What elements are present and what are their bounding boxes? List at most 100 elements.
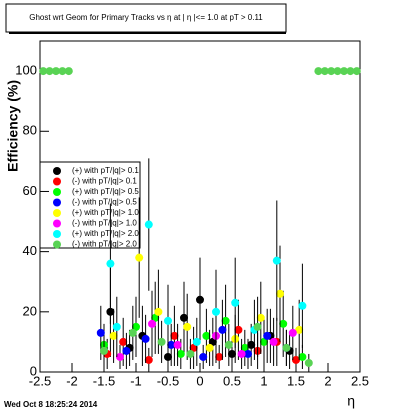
marker [176, 349, 185, 358]
marker [352, 67, 361, 76]
chart-title: Ghost wrt Geom for Primary Tracks vs η a… [29, 13, 263, 22]
marker [135, 253, 144, 262]
marker [231, 298, 240, 307]
legend-marker [53, 177, 61, 186]
marker [215, 352, 224, 361]
marker [144, 355, 153, 364]
marker [141, 334, 150, 343]
marker [244, 349, 252, 358]
marker [234, 325, 243, 334]
x-tick-label: 0.5 [223, 373, 241, 388]
marker [189, 343, 198, 352]
marker [199, 352, 208, 361]
legend-label: (-) with pT/|q|> 2.0 [72, 240, 137, 249]
marker [295, 325, 304, 334]
marker [237, 349, 246, 358]
y-tick-label: 40 [23, 243, 37, 258]
marker [228, 349, 236, 358]
x-tick-label: 1 [260, 373, 267, 388]
y-tick-label: 100 [15, 63, 37, 78]
marker [340, 67, 348, 76]
marker [151, 313, 160, 322]
legend-marker [53, 219, 61, 228]
x-tick-label: -2 [66, 373, 78, 388]
marker [128, 328, 137, 337]
footer: Wed Oct 8 18:25:24 2014 [4, 400, 98, 409]
marker [109, 331, 118, 340]
marker [327, 67, 336, 76]
legend-marker [53, 240, 61, 249]
marker [298, 301, 307, 310]
y-tick-label: 20 [23, 303, 37, 318]
marker [314, 67, 323, 76]
marker [164, 316, 172, 325]
marker [58, 67, 67, 76]
legend-marker [53, 167, 61, 175]
x-tick-label: -1.5 [93, 373, 115, 388]
x-axis-label: η [347, 393, 355, 409]
marker [119, 337, 128, 346]
y-tick-label: 0 [30, 363, 37, 378]
x-tick-label: 0 [196, 373, 203, 388]
legend-label: (-) with pT/|q|> 0.5 [72, 198, 137, 207]
marker [279, 319, 288, 328]
legend-label: (+) with pT/|q|> 1.0 [72, 208, 139, 217]
marker [240, 343, 249, 352]
title-shadow [9, 32, 286, 34]
marker [292, 355, 300, 364]
legend-marker [53, 209, 61, 217]
marker [157, 337, 166, 346]
marker [154, 307, 163, 316]
marker [116, 352, 124, 361]
x-tick-label: -0.5 [157, 373, 179, 388]
marker [192, 337, 201, 346]
marker [202, 331, 211, 340]
marker [208, 337, 217, 346]
x-tick-label: 2 [324, 373, 331, 388]
marker [253, 322, 262, 331]
marker [167, 340, 176, 349]
x-tick-label: 1.5 [287, 373, 305, 388]
x-tick-label: -2.5 [29, 373, 51, 388]
marker [205, 343, 214, 352]
marker [276, 289, 284, 298]
marker [320, 67, 329, 76]
marker [260, 337, 268, 346]
marker [221, 316, 230, 325]
marker [64, 67, 73, 76]
y-tick-label: 80 [23, 123, 37, 138]
x-tick-label: -1 [130, 373, 142, 388]
marker [224, 340, 233, 349]
legend-marker [53, 188, 61, 196]
legend-marker [53, 198, 61, 207]
marker [170, 331, 179, 340]
marker [263, 331, 272, 340]
marker [180, 313, 188, 322]
marker [132, 322, 140, 331]
legend-label: (+) with pT/|q|> 0.1 [72, 166, 139, 175]
marker [173, 340, 182, 349]
marker [218, 325, 227, 334]
marker [100, 346, 108, 355]
legend-label: (+) with pT/|q|> 0.5 [72, 187, 139, 196]
marker [148, 319, 156, 328]
marker [269, 337, 278, 346]
marker [39, 67, 48, 76]
marker [45, 67, 54, 76]
marker [272, 256, 281, 265]
marker [144, 220, 153, 229]
marker [196, 295, 204, 304]
legend-label: (-) with pT/|q|> 1.0 [72, 219, 137, 228]
marker [52, 67, 60, 76]
marker [247, 340, 256, 349]
marker [282, 343, 291, 352]
marker [183, 322, 192, 331]
marker [298, 352, 307, 361]
marker [122, 346, 131, 355]
marker [106, 259, 115, 268]
marker [96, 328, 105, 337]
legend-marker [53, 230, 61, 238]
marker [288, 328, 297, 337]
marker [256, 313, 265, 322]
